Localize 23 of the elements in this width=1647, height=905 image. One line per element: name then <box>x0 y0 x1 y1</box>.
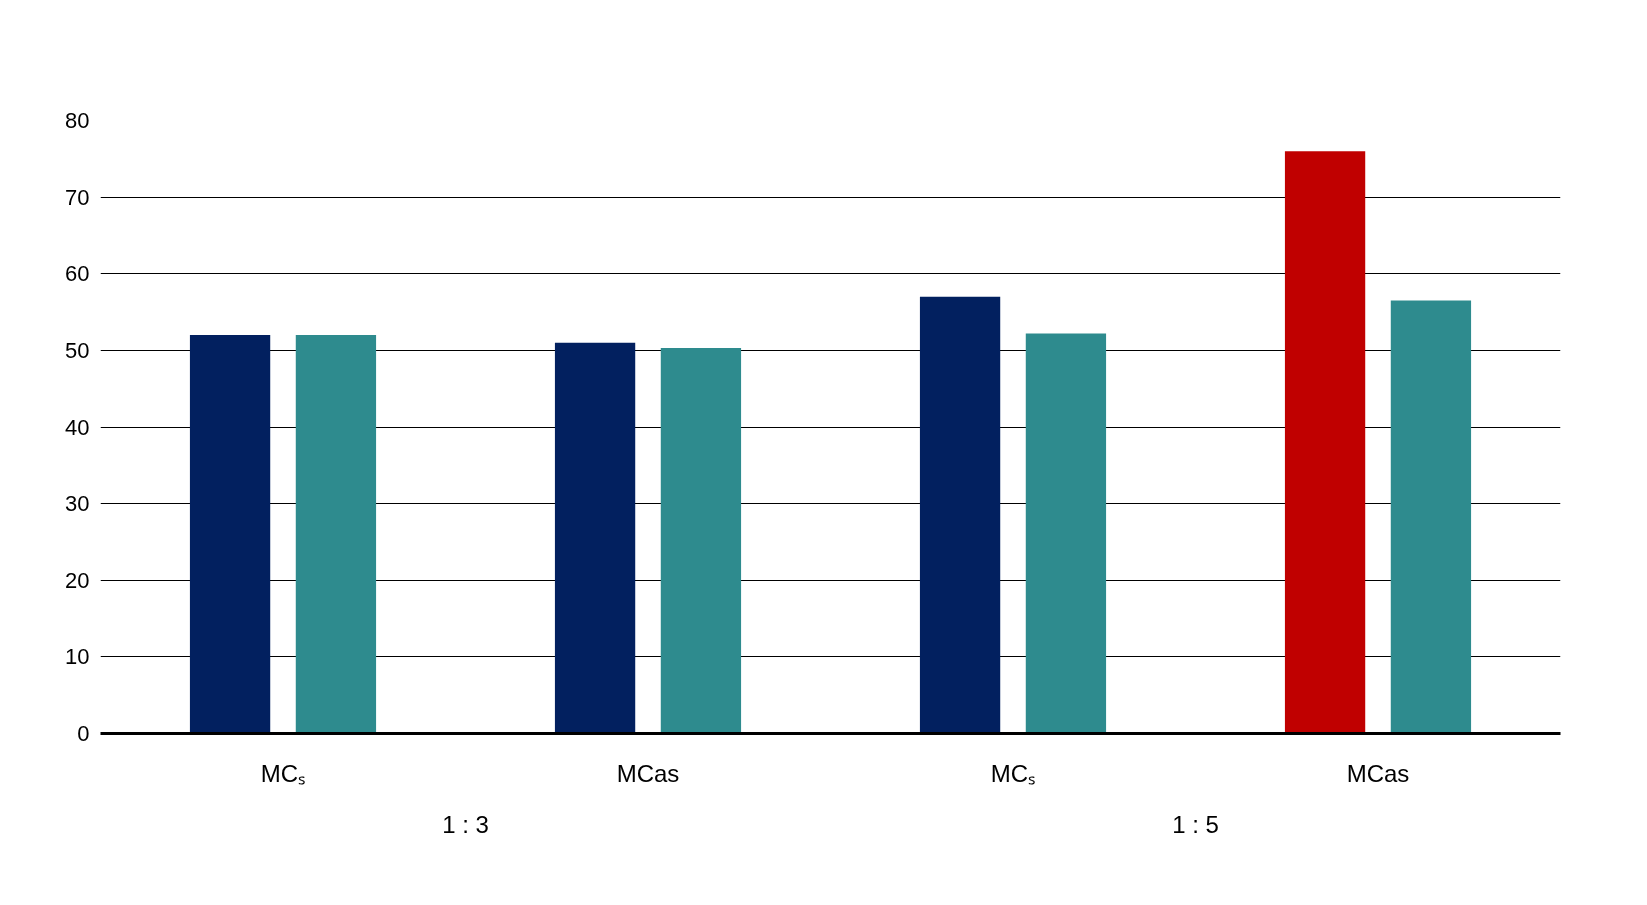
x-tick-label: MCas <box>616 759 680 787</box>
x-tick-label: MCₛ <box>260 759 306 787</box>
x-tick-label: MCₛ <box>990 759 1036 787</box>
y-tick-label: 20 <box>65 567 90 593</box>
y-tick-label: 70 <box>65 184 90 210</box>
bar <box>1390 300 1472 734</box>
y-tick-label: 30 <box>65 491 90 517</box>
y-tick-label: 0 <box>77 721 90 746</box>
y-tick-label: 60 <box>65 261 90 287</box>
bar <box>1025 333 1107 734</box>
bar <box>660 348 742 734</box>
y-tick-label: 50 <box>65 337 90 363</box>
bar <box>189 335 271 734</box>
bar <box>295 335 377 734</box>
text: 1 : 5 <box>1172 810 1219 838</box>
y-tick-label: 10 <box>65 644 90 670</box>
bar <box>554 342 636 734</box>
text: 1 : 3 <box>442 810 489 838</box>
y-tick-label: 40 <box>65 414 90 440</box>
y-tick-label: 80 <box>65 108 90 133</box>
bar <box>919 296 1001 734</box>
bar <box>1284 151 1366 734</box>
x-tick-label: MCas <box>1346 759 1410 787</box>
